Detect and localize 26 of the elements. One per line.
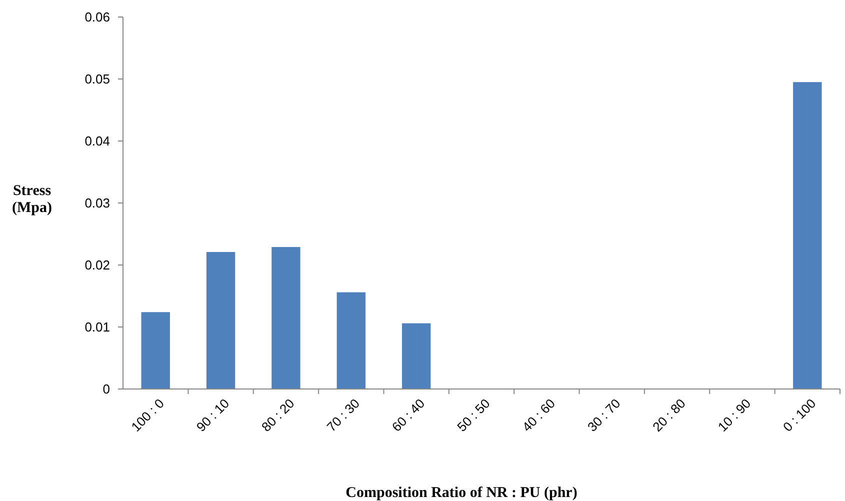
x-tick-label: 60 : 40 [388, 396, 428, 434]
bar [272, 247, 300, 389]
x-tick-label: 40 : 60 [519, 396, 558, 434]
bar [141, 312, 170, 389]
x-tick-label: 50 : 50 [454, 396, 493, 434]
x-axis-title: Composition Ratio of NR : PU (phr) [346, 485, 578, 501]
x-tick-label: 70 : 30 [324, 396, 362, 434]
bar [402, 323, 431, 389]
x-tick-label: 20 : 80 [650, 396, 688, 434]
x-tick-label: 100 : 0 [128, 396, 167, 434]
y-axis-title: Stress (Mpa) [12, 183, 52, 216]
x-tick-label: 80 : 20 [258, 396, 298, 434]
y-tick-label: 0 [102, 382, 110, 397]
bar [793, 82, 822, 389]
bar [206, 252, 236, 389]
y-tick-label: 0.04 [84, 134, 110, 149]
y-tick-label: 0.01 [84, 320, 110, 335]
y-tick-label: 0.03 [84, 196, 110, 211]
bar [336, 292, 366, 389]
x-tick-label: 90 : 10 [193, 396, 232, 434]
y-tick-label: 0.02 [84, 258, 110, 273]
x-tick-label: 30 : 70 [584, 396, 624, 434]
y-tick-label: 0.05 [84, 72, 110, 87]
y-tick-label: 0.06 [84, 10, 110, 25]
x-tick-label: 10 : 90 [714, 396, 754, 434]
x-tick-label: 0 : 100 [780, 396, 819, 434]
